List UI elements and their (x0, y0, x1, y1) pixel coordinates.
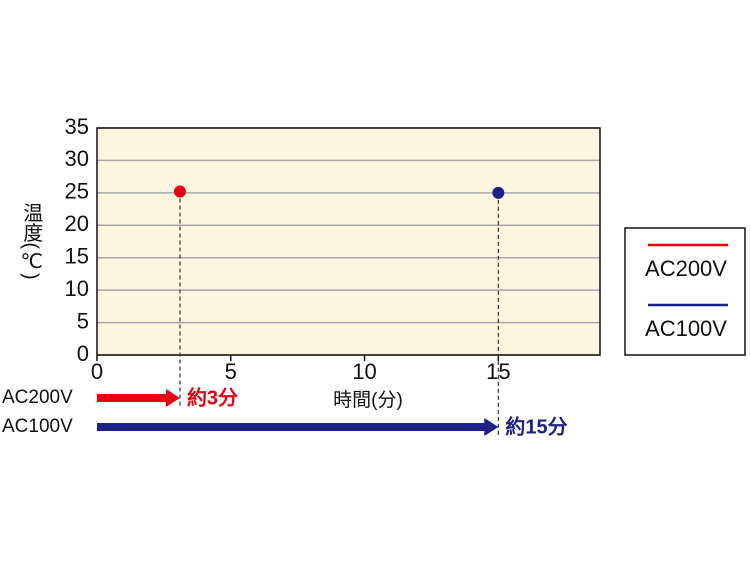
y-tick-label: 0 (77, 341, 89, 366)
y-tick-label: 30 (65, 146, 89, 171)
legend-label: AC200V (645, 256, 727, 281)
y-tick-label: 15 (65, 244, 89, 269)
highlight-point (492, 186, 505, 199)
y-axis-label: 温度(℃) (20, 202, 43, 280)
arrow (97, 389, 180, 407)
plot-area (97, 128, 600, 355)
x-axis-label: 時間(分) (333, 389, 403, 411)
legend-label: AC100V (645, 316, 727, 341)
x-tick-label: 10 (352, 359, 376, 384)
y-tick-label: 25 (65, 179, 89, 204)
x-tick-label: 0 (91, 359, 103, 384)
arrow-text: 約3分 (187, 385, 238, 409)
y-tick-label: 35 (65, 114, 89, 139)
y-tick-label: 20 (65, 211, 89, 236)
x-tick-label: 5 (225, 359, 237, 384)
arrow-label: AC200V (2, 387, 73, 408)
arrow (97, 418, 499, 436)
y-tick-label: 10 (65, 276, 89, 301)
arrow-text: 約15分 (505, 414, 567, 438)
arrow-label: AC100V (2, 416, 73, 437)
y-tick-label: 5 (77, 308, 89, 333)
plot-frame (96, 127, 601, 356)
legend-box (624, 227, 746, 356)
highlight-point (173, 185, 186, 198)
